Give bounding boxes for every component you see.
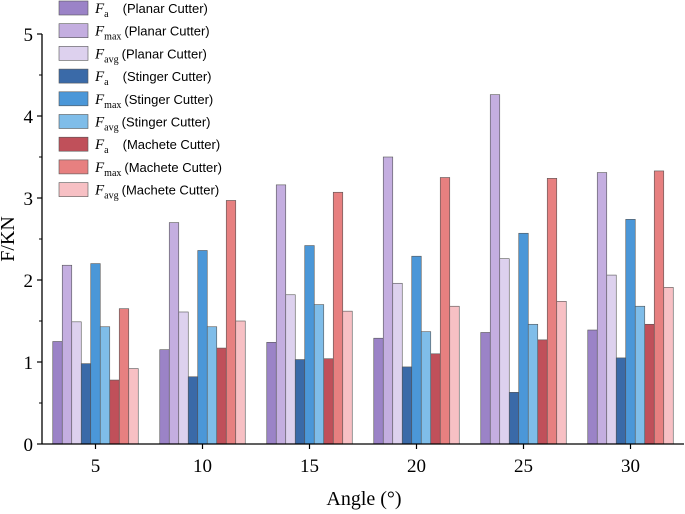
bar-avg-5 — [99, 326, 111, 445]
bar-a-15 — [266, 342, 277, 445]
bar-max-20 — [411, 255, 422, 445]
legend-label: Fmax (Stinger Cutter) — [94, 92, 213, 111]
bar-max-30 — [653, 170, 665, 445]
bar-a-30 — [615, 357, 627, 445]
x-tick-label: 20 — [407, 456, 426, 477]
legend-swatch — [58, 136, 89, 152]
bar-a-10 — [216, 347, 227, 445]
legend-label: Fmax (Planar Cutter) — [94, 24, 210, 43]
legend-swatch — [58, 91, 89, 107]
y-tick-label: 5 — [24, 25, 34, 46]
bar-avg-30 — [663, 287, 674, 445]
y-tick-label: 4 — [24, 107, 34, 128]
bar-avg-15 — [313, 304, 325, 445]
x-tick-label: 15 — [300, 456, 319, 477]
bar-max-10 — [168, 222, 180, 445]
bar-max-5 — [90, 263, 101, 445]
bar-max-20 — [439, 177, 451, 445]
bar-avg-5 — [71, 321, 82, 445]
bar-a-30 — [587, 329, 598, 445]
legend-label: Fa (Planar Cutter) — [94, 1, 208, 20]
bar-avg-25 — [556, 301, 567, 445]
bar-a-5 — [109, 379, 120, 445]
x-axis-title: Angle (°) — [326, 488, 401, 510]
y-axis-title: F/KN — [0, 216, 19, 262]
bar-a-25 — [508, 392, 520, 445]
bars-layer — [52, 94, 674, 445]
bar-avg-25 — [499, 258, 510, 445]
y-tick-label: 0 — [24, 435, 34, 456]
bar-a-25 — [480, 332, 491, 445]
bar-a-20 — [430, 353, 441, 445]
x-tick-label: 30 — [621, 456, 640, 477]
bar-avg-10 — [178, 311, 189, 445]
y-tick-label: 2 — [24, 271, 34, 292]
bar-a-15 — [323, 358, 334, 445]
legend-swatch — [58, 68, 89, 84]
bar-a-5 — [52, 341, 63, 445]
bar-a-20 — [401, 366, 413, 445]
bar-avg-20 — [420, 331, 432, 445]
bar-max-15 — [304, 245, 315, 445]
bar-max-30 — [625, 219, 636, 445]
bar-avg-15 — [342, 310, 353, 445]
bar-max-25 — [489, 94, 501, 445]
legend: Fa (Planar Cutter) Fmax (Planar Cutter) Favg… — [58, 0, 222, 202]
bar-avg-10 — [235, 320, 246, 445]
bar-max-25 — [518, 232, 529, 445]
bar-a-30 — [644, 323, 655, 445]
bar-max-5 — [118, 308, 130, 445]
bar-max-25 — [546, 178, 558, 445]
bar-avg-20 — [449, 305, 460, 445]
legend-swatch — [58, 46, 89, 61]
bar-max-20 — [382, 156, 394, 445]
bar-max-15 — [275, 184, 287, 445]
x-tick-label: 10 — [193, 456, 212, 477]
bar-max-30 — [596, 172, 608, 445]
legend-label: Favg (Planar Cutter) — [94, 46, 207, 65]
bar-avg-5 — [128, 368, 139, 445]
legend-label: Fmax (Machete Cutter) — [94, 160, 222, 179]
legend-label: Favg (Stinger Cutter) — [94, 115, 211, 134]
axes-layer: 0 1 2 3 4 5 5 10 15 20 25 30 — [24, 25, 684, 477]
bar-avg-25 — [527, 323, 539, 445]
bar-avg-30 — [606, 274, 617, 445]
bar-avg-20 — [392, 282, 403, 445]
y-tick-label: 3 — [24, 189, 34, 210]
y-tick-label: 1 — [24, 353, 34, 374]
legend-swatch — [58, 0, 89, 16]
bar-avg-10 — [206, 326, 218, 445]
bar-max-10 — [197, 250, 208, 445]
bar-a-15 — [294, 359, 306, 445]
bar-a-10 — [159, 349, 170, 445]
x-tick-label: 25 — [514, 456, 533, 477]
bar-a-10 — [187, 376, 199, 445]
bar-avg-15 — [285, 294, 296, 445]
bar-max-10 — [225, 200, 237, 445]
bar-max-5 — [61, 264, 73, 445]
legend-swatch — [58, 159, 89, 175]
legend-label: Fa (Stinger Cutter) — [94, 69, 212, 88]
legend-swatch — [58, 182, 89, 197]
legend-label: Favg (Machete Cutter) — [94, 183, 219, 202]
bar-avg-30 — [634, 305, 646, 445]
legend-swatch — [58, 23, 89, 39]
bar-max-15 — [332, 191, 344, 445]
bar-a-25 — [537, 339, 548, 445]
bar-a-20 — [373, 337, 384, 445]
x-tick-label: 5 — [91, 456, 101, 477]
legend-swatch — [58, 114, 89, 129]
legend-label: Fa (Machete Cutter) — [94, 137, 220, 156]
bar-a-5 — [80, 363, 92, 445]
